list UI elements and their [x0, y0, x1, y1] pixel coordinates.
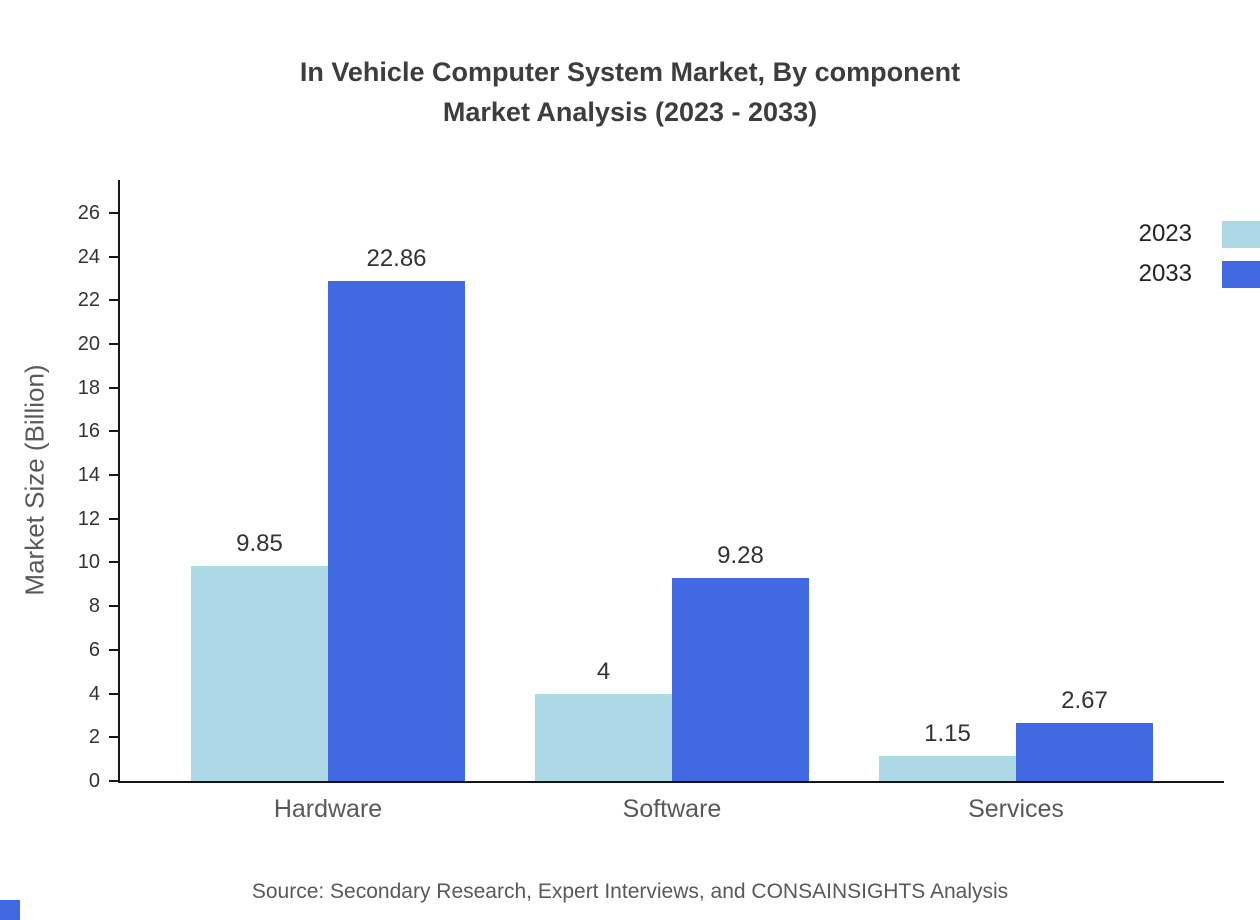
bar-2033-software	[672, 578, 809, 781]
y-tick-mark	[109, 299, 118, 302]
y-tick-mark	[109, 211, 118, 214]
y-tick-label: 14	[77, 464, 100, 487]
bar-2033-hardware	[328, 281, 465, 781]
category-label-services: Services	[968, 795, 1064, 823]
y-axis-label: Market Size (Billion)	[19, 364, 50, 596]
value-label-2033-software: 9.28	[717, 542, 764, 570]
chart-title: In Vehicle Computer System Market, By co…	[0, 52, 1260, 132]
category-label-software: Software	[622, 795, 722, 823]
bar-2023-software	[535, 693, 672, 781]
y-tick-mark	[109, 692, 118, 695]
y-tick-label: 8	[88, 595, 100, 618]
y-tick-mark	[109, 736, 118, 739]
y-tick-mark	[109, 561, 118, 564]
y-tick-label: 10	[77, 551, 100, 574]
corner-accent-square	[0, 900, 20, 920]
category-label-hardware: Hardware	[273, 795, 383, 823]
value-label-2033-services: 2.67	[1061, 686, 1108, 714]
series-0-legend-swatch	[1222, 220, 1260, 248]
y-tick-label: 2	[88, 726, 100, 749]
legend-item-2023: 2023	[1139, 220, 1260, 248]
y-tick-mark	[109, 386, 118, 389]
y-tick-label: 0	[88, 770, 100, 792]
y-tick-label: 24	[77, 245, 100, 268]
source-attribution: Source: Secondary Research, Expert Inter…	[251, 880, 1009, 903]
value-label-2023-hardware: 9.85	[236, 529, 283, 557]
y-tick-mark	[109, 474, 118, 477]
legend-label-2033: 2033	[1138, 260, 1192, 287]
y-tick-label: 26	[77, 201, 100, 224]
y-tick-mark	[109, 517, 118, 520]
y-tick-mark	[109, 430, 118, 433]
y-tick-mark	[109, 342, 118, 345]
y-tick-label: 22	[77, 289, 100, 312]
legend-label-2023: 2023	[1138, 220, 1192, 247]
y-tick-label: 4	[88, 682, 100, 705]
plot-area: 0 2 4 6 8 10 12 14 16 18 20 22 24 26 9.85 22.86 Hardware…	[78, 180, 1224, 823]
bar-2033-services	[1016, 722, 1153, 781]
series-1-legend-swatch	[1222, 260, 1260, 288]
y-tick-mark	[109, 255, 118, 258]
value-label-2023-software: 4	[596, 657, 611, 685]
legend-item-2033: 2033	[1139, 260, 1260, 288]
y-tick-label: 18	[77, 376, 100, 399]
y-tick-label: 20	[77, 332, 100, 355]
y-tick-label: 6	[88, 638, 100, 661]
y-tick-mark	[109, 605, 118, 608]
y-tick-label: 12	[77, 507, 100, 530]
legend: 2023 2033	[1139, 220, 1260, 288]
value-label-2033-hardware: 22.86	[366, 245, 427, 273]
y-tick-mark	[109, 648, 118, 651]
y-tick-label: 16	[77, 420, 100, 443]
bar-2023-services	[879, 755, 1016, 781]
value-label-2023-services: 1.15	[924, 719, 971, 747]
bar-2023-hardware	[191, 565, 328, 781]
y-tick-mark	[109, 780, 118, 782]
chart-title-line-1: In Vehicle Computer System Market, By co…	[299, 57, 961, 87]
chart-title-line-2: Market Analysis (2023 - 2033)	[442, 97, 818, 127]
